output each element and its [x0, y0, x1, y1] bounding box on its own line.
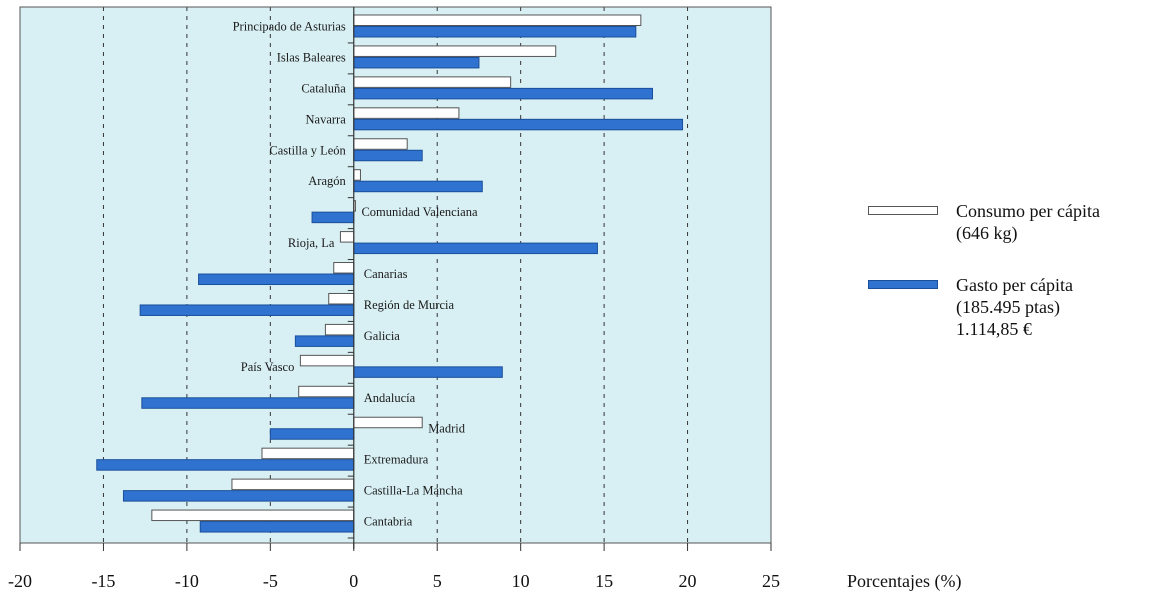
bar-gasto — [269, 428, 355, 440]
x-tick-label: -15 — [91, 571, 115, 591]
category-label: Canarias — [364, 267, 408, 281]
category-label: Islas Baleares — [277, 50, 346, 64]
bar-consumo — [328, 292, 355, 305]
bar-gasto — [353, 366, 503, 378]
category-label: Principado de Asturias — [233, 20, 346, 34]
legend-label-gasto-line2: (185.495 ptas) — [956, 297, 1060, 317]
category-label: País Vasco — [241, 360, 295, 374]
bar-consumo — [339, 231, 355, 243]
x-tick-label: 5 — [433, 571, 442, 591]
bar-gasto — [353, 149, 423, 162]
legend-label-consumo-line1: Consumo per cápita — [956, 201, 1100, 221]
bar-consumo — [353, 14, 642, 26]
category-label: Comunidad Valenciana — [361, 205, 478, 219]
x-tick-label: 20 — [679, 571, 697, 591]
category-label: Aragón — [308, 174, 346, 188]
bar-consumo — [353, 169, 361, 181]
x-tick-label: 0 — [349, 571, 358, 591]
bar-gasto — [139, 304, 355, 316]
category-label: Castilla-La Mancha — [364, 484, 463, 498]
category-label: Cantabria — [364, 515, 413, 529]
bar-consumo — [353, 138, 408, 150]
legend-label-gasto-line3: 1.114,85 € — [956, 319, 1032, 339]
bar-gasto — [96, 459, 355, 471]
bar-gasto — [353, 26, 637, 38]
bar-gasto — [198, 273, 355, 286]
x-tick-label: -5 — [263, 571, 278, 591]
bar-gasto — [353, 56, 480, 69]
x-tick-label: 15 — [595, 571, 613, 591]
category-label: Andalucía — [364, 391, 416, 405]
bar-gasto — [141, 397, 355, 409]
category-label: Región de Murcia — [364, 298, 455, 312]
bar-consumo — [353, 416, 423, 429]
bar-consumo — [353, 45, 557, 57]
bar-gasto — [311, 211, 355, 224]
bar-consumo — [231, 478, 355, 491]
bar-gasto — [353, 180, 483, 193]
x-tick-label: 25 — [762, 571, 780, 591]
category-label: Extremadura — [364, 453, 429, 467]
x-tick-label: 10 — [512, 571, 530, 591]
bar-consumo — [298, 385, 355, 398]
category-label: Rioja, La — [288, 236, 335, 250]
bar-gasto — [122, 490, 355, 502]
category-label: Castilla y León — [269, 143, 346, 157]
bar-consumo — [324, 323, 355, 336]
bar-consumo — [353, 107, 460, 119]
bar-consumo — [261, 447, 355, 460]
legend-swatch-consumo — [868, 206, 938, 215]
bar-consumo — [333, 262, 355, 274]
legend-label-gasto-line1: Gasto per cápita — [956, 275, 1073, 295]
bar-consumo — [353, 76, 512, 88]
bar-gasto — [353, 118, 684, 131]
category-label: Navarra — [306, 112, 347, 126]
legend-label-consumo-line2: (646 kg) — [956, 223, 1018, 243]
bar-gasto — [294, 335, 355, 347]
x-tick-label: -20 — [8, 571, 32, 591]
plot-frame — [19, 6, 772, 544]
bar-gasto — [199, 521, 355, 533]
category-label: Madrid — [428, 422, 466, 436]
bar-consumo — [299, 354, 355, 367]
bar-gasto — [353, 242, 598, 255]
x-axis-title: Porcentajes (%) — [847, 571, 962, 591]
bar-consumo — [151, 509, 355, 522]
x-tick-label: -10 — [175, 571, 199, 591]
category-label: Galicia — [364, 329, 401, 343]
bar-gasto — [353, 87, 654, 100]
category-label: Cataluña — [301, 81, 346, 95]
legend-swatch-gasto — [868, 280, 938, 289]
